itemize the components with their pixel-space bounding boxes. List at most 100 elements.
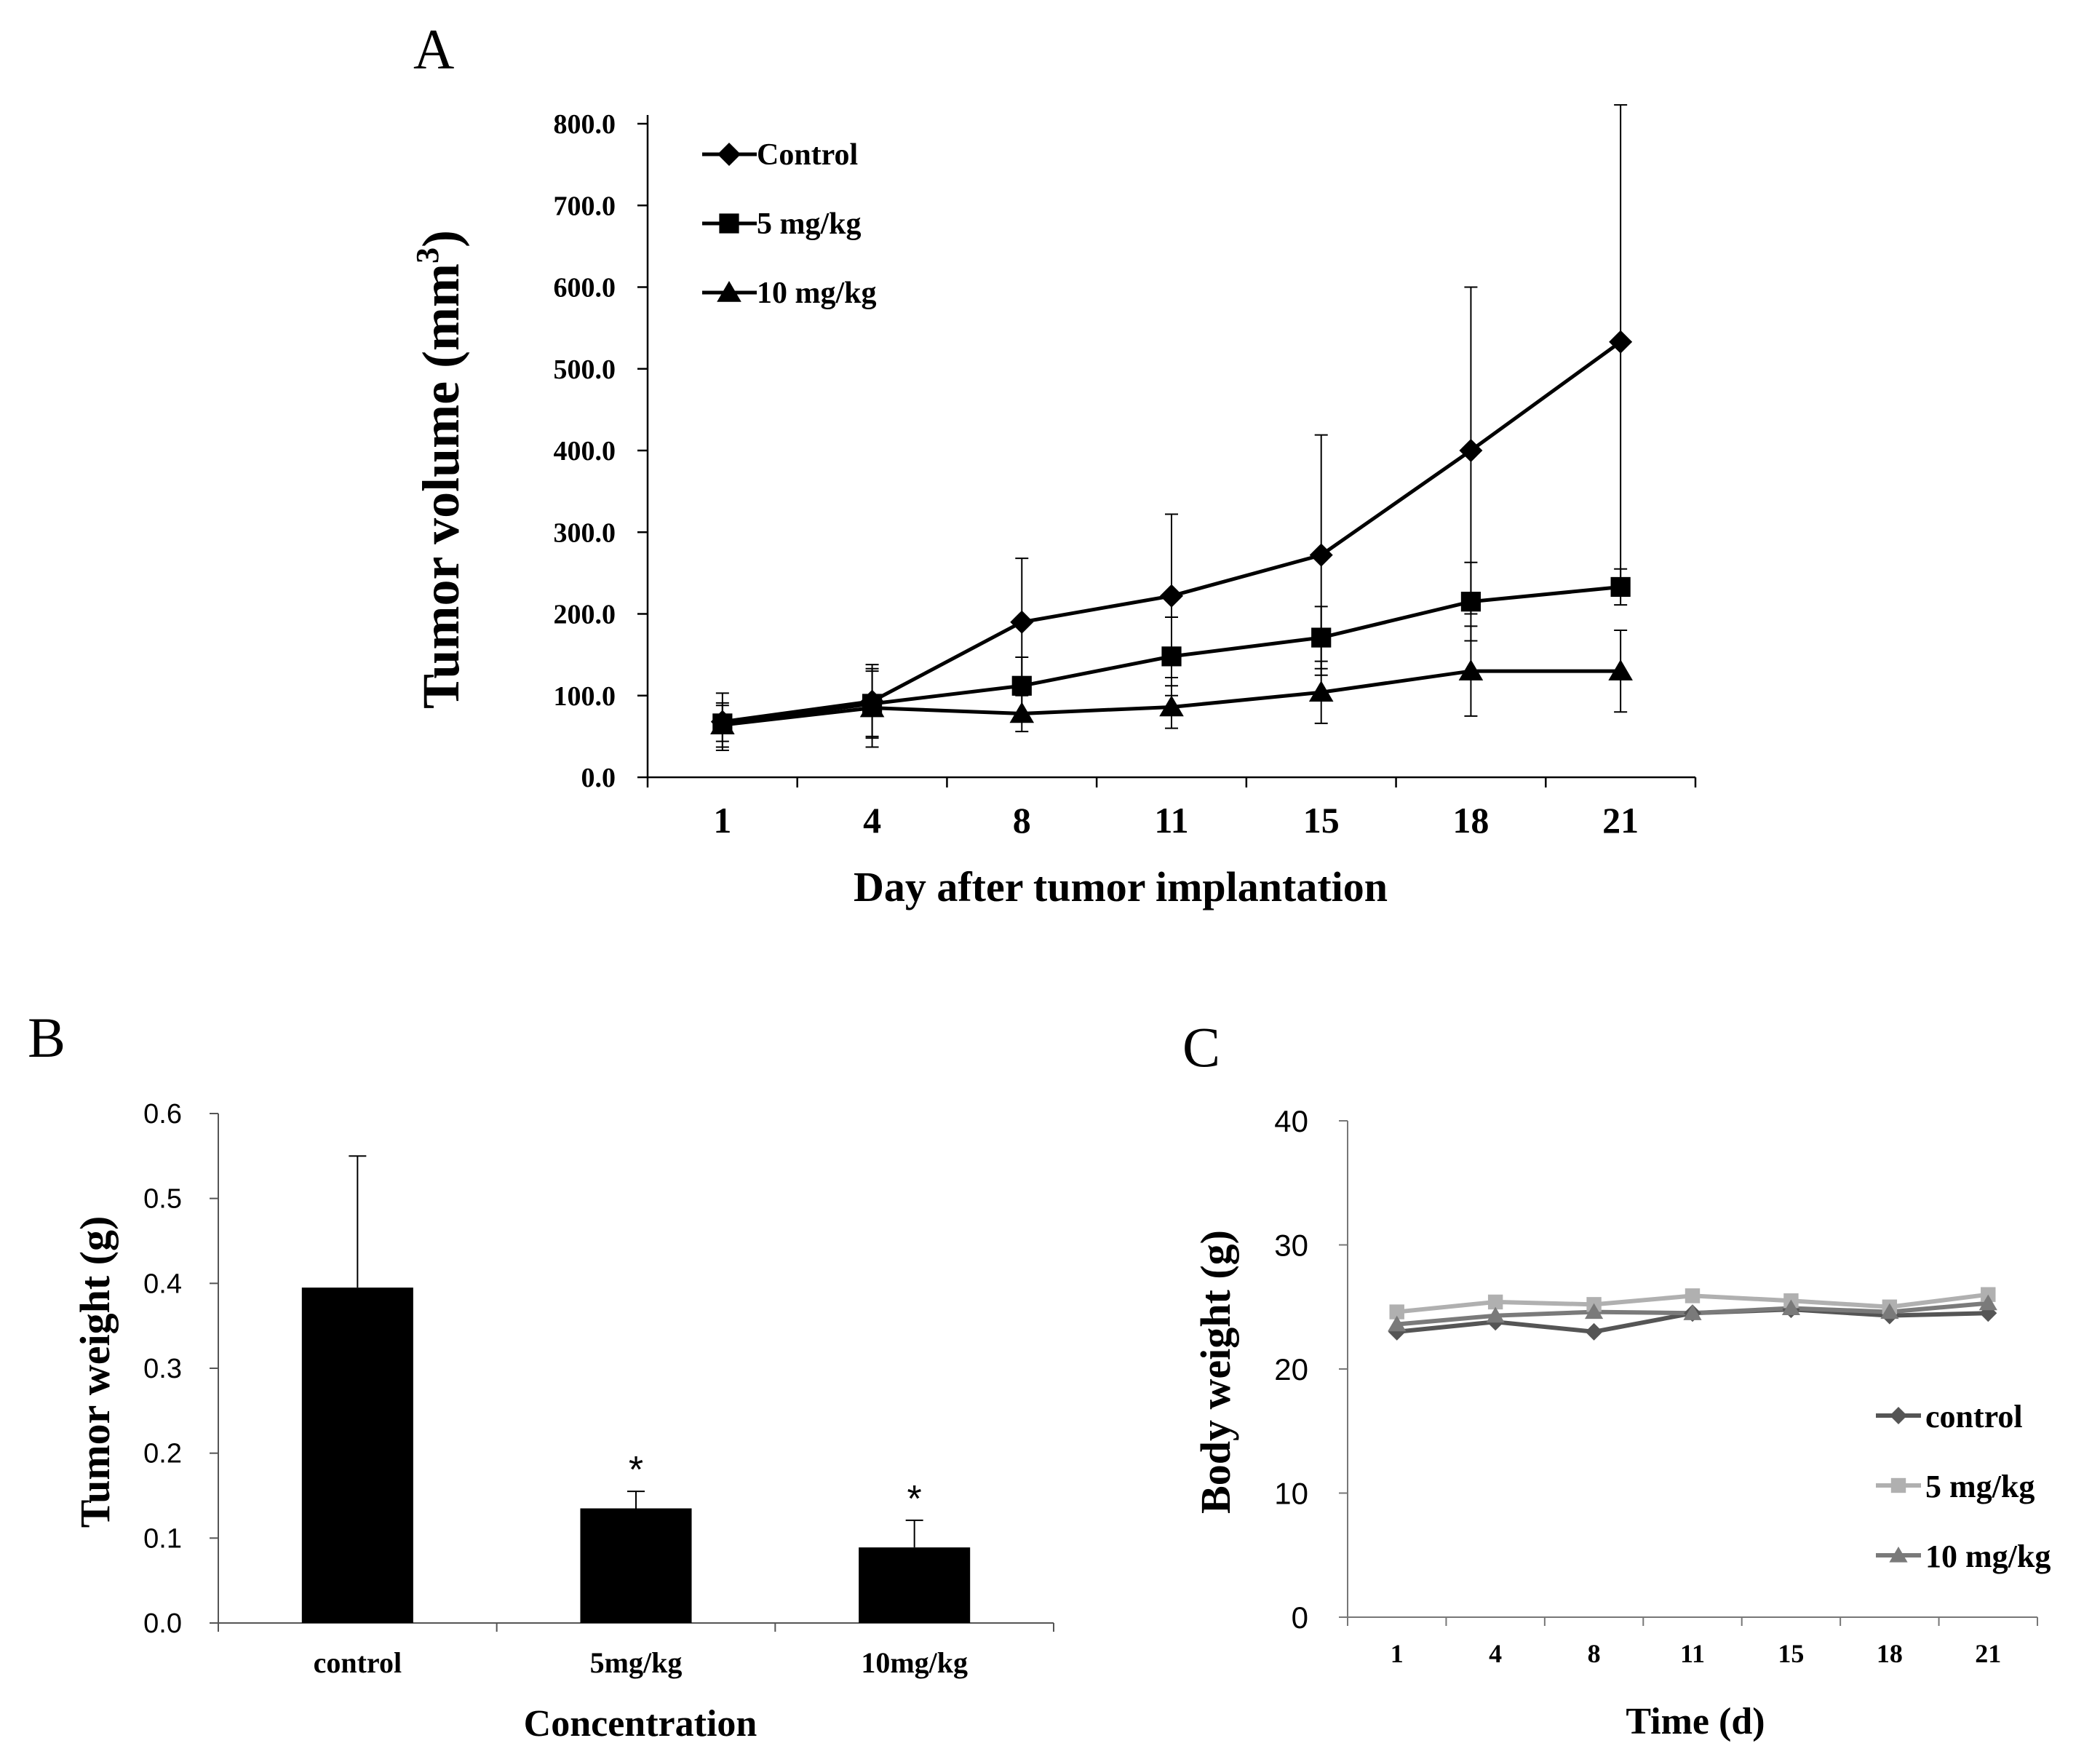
x-tick-label: control bbox=[314, 1646, 402, 1679]
x-tick-label: 5mg/kg bbox=[590, 1646, 683, 1679]
significance-marker: * bbox=[629, 1449, 643, 1491]
data-point bbox=[1584, 1303, 1604, 1320]
data-point bbox=[1009, 702, 1035, 723]
legend: Control 5 mg/kg 10 mg/kg bbox=[702, 138, 877, 310]
y-axis-title: Tumor weight (g) bbox=[71, 1216, 119, 1528]
data-point bbox=[1388, 1315, 1407, 1332]
legend-label: 10 mg/kg bbox=[1925, 1539, 2051, 1574]
data-point bbox=[1458, 659, 1484, 680]
y-tick-label: 0 bbox=[1292, 1600, 1308, 1635]
y-tick-label: 30 bbox=[1274, 1229, 1308, 1263]
y-tick-label: 200.0 bbox=[554, 600, 616, 630]
x-tick-label: 10mg/kg bbox=[861, 1646, 968, 1679]
x-axis-title: Concentration bbox=[524, 1703, 757, 1745]
y-tick-label: 700.0 bbox=[554, 191, 616, 221]
x-tick-label: 18 bbox=[1877, 1639, 1903, 1668]
bars bbox=[301, 1287, 971, 1623]
data-point bbox=[1880, 1303, 1899, 1320]
data-point bbox=[1609, 330, 1633, 354]
data-point bbox=[1486, 1306, 1505, 1323]
bar bbox=[301, 1287, 413, 1623]
y-axis-title: Body weight (g) bbox=[1192, 1230, 1239, 1514]
data-point bbox=[1311, 627, 1332, 648]
legend-marker bbox=[719, 213, 739, 234]
x-tick-label: 4 bbox=[863, 800, 881, 841]
data-point bbox=[1010, 610, 1034, 634]
data-point bbox=[1460, 592, 1481, 612]
panel-label-b: B bbox=[28, 1006, 65, 1069]
x-tick-label: 1 bbox=[713, 800, 731, 841]
y-tick-label: 300.0 bbox=[554, 517, 616, 548]
data-point bbox=[1685, 1288, 1701, 1303]
data-point bbox=[1781, 1299, 1801, 1316]
x-tick-label: 18 bbox=[1452, 800, 1489, 841]
legend: control 5 mg/kg 10 mg/kg bbox=[1876, 1399, 2051, 1574]
y-tick-label: 0.4 bbox=[143, 1269, 182, 1299]
y-tick-label: 0.5 bbox=[143, 1184, 182, 1215]
data-point bbox=[1610, 576, 1631, 598]
x-tick-label: 8 bbox=[1013, 800, 1031, 841]
y-axis-title-superscript: 3 bbox=[410, 247, 445, 263]
data-point bbox=[1978, 1294, 1997, 1311]
y-tick-label: 10 bbox=[1274, 1477, 1308, 1511]
y-tick-label: 0.1 bbox=[143, 1523, 182, 1554]
y-tick-label: 0.6 bbox=[143, 1099, 182, 1130]
panel-label-a: A bbox=[413, 17, 454, 81]
legend-marker bbox=[1890, 1407, 1907, 1424]
chart-b: ** 0.0 0.1 0.2 0.3 0.4 0.5 0.6 control 5mg/kg 10m… bbox=[71, 1099, 1054, 1745]
x-tick-label: 4 bbox=[1489, 1639, 1502, 1668]
data-point bbox=[1608, 659, 1633, 680]
tick-labels: 0 10 20 30 40 1 4 8 11 15 18 21 bbox=[1274, 1104, 2001, 1668]
y-tick-label: 400.0 bbox=[554, 436, 616, 467]
series-markers bbox=[1388, 1287, 1997, 1341]
panel-label-c: C bbox=[1182, 1015, 1220, 1079]
y-tick-label: 600.0 bbox=[554, 273, 616, 303]
data-point bbox=[1309, 543, 1333, 567]
data-point bbox=[1459, 439, 1483, 462]
legend-label: Control bbox=[757, 138, 858, 172]
legend-label: 10 mg/kg bbox=[757, 277, 877, 310]
y-axis-title: Tumor volume (mm3) bbox=[410, 230, 470, 709]
chart-a: 0.0 100.0 200.0 300.0 400.0 500.0 600.0 700.0 80… bbox=[410, 104, 1697, 910]
x-tick-label: 15 bbox=[1778, 1639, 1804, 1668]
x-tick-label: 11 bbox=[1154, 800, 1188, 841]
y-tick-label: 0.0 bbox=[581, 763, 616, 793]
y-tick-label: 500.0 bbox=[554, 354, 616, 385]
series-markers bbox=[710, 330, 1633, 734]
bar bbox=[580, 1508, 692, 1623]
x-tick-label: 21 bbox=[1975, 1639, 2001, 1668]
x-tick-label: 8 bbox=[1588, 1639, 1601, 1668]
data-point bbox=[1159, 695, 1184, 717]
chart-c: 0 10 20 30 40 1 4 8 11 15 18 21 Time (d) Body weigh… bbox=[1192, 1104, 2051, 1742]
data-point bbox=[1161, 646, 1182, 667]
y-tick-label: 0.2 bbox=[143, 1439, 182, 1469]
tick-labels: 0.0 100.0 200.0 300.0 400.0 500.0 600.0 700.0 80… bbox=[554, 109, 1639, 841]
x-axis-title: Day after tumor implantation bbox=[854, 863, 1388, 910]
legend-marker bbox=[717, 143, 741, 166]
legend-label: control bbox=[1925, 1399, 2023, 1434]
legend-label: 5 mg/kg bbox=[757, 207, 862, 241]
y-tick-label: 100.0 bbox=[554, 681, 616, 712]
tick-labels: 0.0 0.1 0.2 0.3 0.4 0.5 0.6 control 5mg/kg 10mg/k… bbox=[143, 1099, 968, 1679]
error-bars: ** bbox=[349, 1155, 923, 1548]
y-axis-title-close: ) bbox=[412, 230, 470, 247]
data-point bbox=[1683, 1304, 1702, 1320]
data-point bbox=[1160, 584, 1183, 608]
y-tick-label: 0.3 bbox=[143, 1354, 182, 1384]
axis-lines bbox=[637, 115, 1697, 787]
x-tick-label: 21 bbox=[1602, 800, 1639, 841]
x-axis-title: Time (d) bbox=[1626, 1701, 1765, 1742]
axis-lines bbox=[1339, 1120, 2038, 1626]
data-point bbox=[1308, 680, 1334, 702]
y-tick-label: 20 bbox=[1274, 1352, 1308, 1386]
x-tick-label: 1 bbox=[1391, 1639, 1404, 1668]
data-point bbox=[1487, 1294, 1503, 1310]
legend-marker bbox=[717, 281, 741, 302]
legend-marker bbox=[1890, 1477, 1906, 1493]
legend-label: 5 mg/kg bbox=[1925, 1469, 2035, 1504]
data-point bbox=[859, 696, 885, 718]
y-tick-label: 800.0 bbox=[554, 109, 616, 140]
y-axis-title-text: Tumor volume (mm bbox=[412, 263, 470, 709]
y-tick-label: 0.0 bbox=[143, 1608, 182, 1639]
